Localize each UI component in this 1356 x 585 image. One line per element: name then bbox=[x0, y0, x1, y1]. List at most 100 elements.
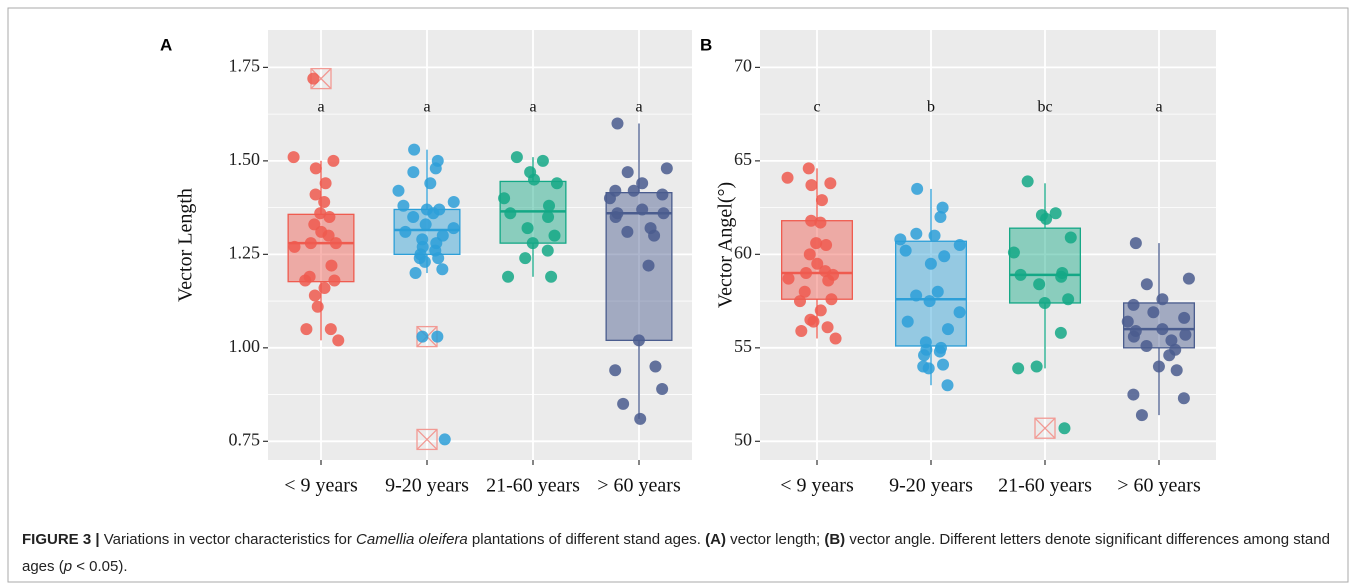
point bbox=[648, 229, 661, 242]
point bbox=[327, 154, 340, 167]
point bbox=[427, 207, 440, 220]
point bbox=[953, 306, 966, 319]
caption-part: Camellia oleifera bbox=[356, 531, 468, 548]
point bbox=[937, 358, 950, 371]
point bbox=[510, 151, 523, 164]
point bbox=[408, 143, 421, 156]
point bbox=[1127, 330, 1140, 343]
box bbox=[895, 240, 967, 347]
point bbox=[521, 222, 534, 235]
y-axis-title: Vector Angel(°) bbox=[715, 182, 737, 308]
point bbox=[632, 334, 645, 347]
point bbox=[609, 364, 622, 377]
point bbox=[938, 250, 951, 263]
point bbox=[447, 222, 460, 235]
point bbox=[1012, 362, 1025, 375]
point bbox=[814, 304, 827, 317]
figure-border bbox=[7, 7, 1349, 583]
point bbox=[1121, 315, 1134, 328]
point bbox=[934, 210, 947, 223]
point bbox=[802, 162, 815, 175]
y-tick-label: 65 bbox=[734, 149, 752, 169]
caption-part: Variations in vector characteristics for bbox=[99, 531, 357, 548]
x-tick-label: > 60 years bbox=[1117, 475, 1201, 497]
point bbox=[332, 334, 345, 347]
point bbox=[519, 252, 532, 265]
y-axis-title: Vector Length bbox=[175, 188, 197, 302]
point bbox=[311, 300, 324, 313]
point bbox=[438, 433, 451, 446]
point bbox=[548, 229, 561, 242]
outlier-cross bbox=[416, 428, 438, 450]
point bbox=[1178, 311, 1191, 324]
point bbox=[953, 239, 966, 251]
point bbox=[814, 216, 827, 229]
caption-part: vector angle. Different letters denote s… bbox=[22, 531, 1335, 575]
y-tick-label: 60 bbox=[734, 242, 752, 262]
point bbox=[928, 229, 941, 242]
point bbox=[287, 151, 300, 164]
point bbox=[1179, 328, 1192, 341]
point bbox=[805, 179, 818, 192]
point bbox=[609, 210, 622, 223]
point bbox=[1038, 296, 1051, 309]
y-tick-label: 0.75 bbox=[229, 429, 261, 449]
point bbox=[1054, 326, 1067, 339]
point bbox=[314, 207, 327, 220]
point bbox=[392, 184, 405, 197]
significance-label: a bbox=[635, 99, 642, 116]
point bbox=[634, 412, 647, 425]
point bbox=[922, 362, 935, 375]
y-tick-label: 1.75 bbox=[229, 56, 261, 76]
point bbox=[328, 274, 341, 287]
y-tick-label: 50 bbox=[734, 429, 752, 449]
point bbox=[543, 199, 556, 212]
point bbox=[542, 210, 555, 223]
point bbox=[1170, 364, 1183, 377]
point bbox=[825, 293, 838, 306]
y-tick-label: 1.00 bbox=[229, 336, 261, 356]
point bbox=[660, 162, 673, 175]
significance-label: a bbox=[317, 99, 324, 116]
point bbox=[1182, 272, 1195, 285]
point bbox=[308, 289, 321, 302]
point bbox=[550, 177, 563, 190]
point bbox=[1127, 298, 1140, 311]
point bbox=[418, 255, 431, 268]
point bbox=[894, 233, 907, 246]
caption-part: (A) bbox=[705, 531, 726, 548]
caption-part: vector length; bbox=[725, 531, 825, 548]
point bbox=[1030, 360, 1043, 373]
point bbox=[829, 332, 842, 345]
point bbox=[1064, 231, 1077, 244]
point bbox=[941, 379, 954, 392]
x-tick-label: < 9 years bbox=[284, 475, 358, 497]
point bbox=[621, 166, 634, 179]
y-tick-label: 70 bbox=[734, 56, 752, 76]
point bbox=[910, 289, 923, 302]
point bbox=[1129, 237, 1142, 250]
point bbox=[822, 274, 835, 287]
point bbox=[318, 196, 331, 208]
point bbox=[1033, 278, 1046, 291]
point bbox=[324, 323, 337, 336]
caption: FIGURE 3 | Variations in vector characte… bbox=[22, 526, 1332, 580]
significance-label: bc bbox=[1037, 99, 1052, 116]
caption-part: plantations of different stand ages. bbox=[467, 531, 706, 548]
point bbox=[323, 210, 336, 223]
point bbox=[1140, 339, 1153, 352]
point bbox=[447, 196, 460, 208]
point bbox=[1135, 409, 1148, 422]
point bbox=[923, 295, 936, 308]
point bbox=[536, 154, 549, 167]
outlier-cross bbox=[310, 68, 332, 90]
point bbox=[1021, 175, 1034, 188]
caption-part: FIGURE 3 | bbox=[22, 531, 100, 548]
significance-label: c bbox=[813, 99, 820, 116]
point bbox=[329, 237, 342, 250]
point bbox=[526, 237, 539, 250]
significance-label: a bbox=[423, 99, 430, 116]
point bbox=[782, 272, 795, 285]
